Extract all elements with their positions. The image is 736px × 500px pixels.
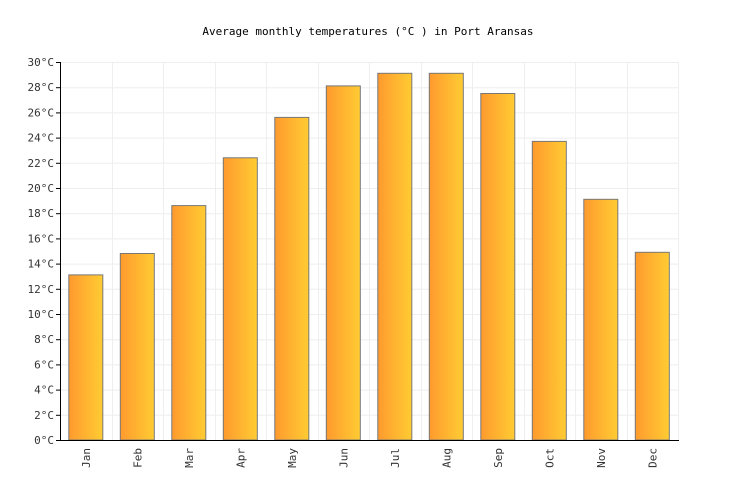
y-tick-label: 26°C: [28, 106, 55, 119]
y-tick-label: 18°C: [28, 207, 55, 220]
y-tick-label: 20°C: [28, 182, 55, 195]
axes: [60, 62, 679, 441]
bars: [68, 72, 670, 441]
y-tick-label: 6°C: [34, 358, 54, 371]
x-tick-label: Aug: [440, 448, 453, 468]
x-tick-label: Sep: [492, 448, 505, 468]
y-tick-label: 4°C: [34, 384, 54, 397]
y-tick-label: 30°C: [28, 56, 55, 69]
bar-mar: [171, 205, 207, 441]
y-tick-label: 8°C: [34, 333, 54, 346]
x-tick-label: Dec: [646, 448, 659, 468]
x-tick-label: Mar: [183, 448, 196, 468]
x-axis-tick-labels: Jan Feb Mar Apr May Jun Jul Aug Sep Oct Nov Dec: [80, 448, 660, 468]
x-tick-label: Apr: [234, 448, 247, 468]
bar-jan: [68, 274, 104, 441]
x-tick-label: Oct: [543, 448, 556, 468]
y-tick-label: 2°C: [34, 409, 54, 422]
chart-title: Average monthly temperatures (°C ) in Po…: [202, 25, 533, 38]
y-tick-label: 22°C: [28, 157, 55, 170]
y-tick-label: 10°C: [28, 308, 55, 321]
bar-aug: [428, 72, 464, 441]
x-tick-label: Jul: [389, 448, 402, 468]
bar-dec: [634, 251, 670, 441]
bar-jun: [325, 85, 361, 441]
bar-sep: [480, 93, 516, 441]
y-tick-label: 12°C: [28, 283, 55, 296]
x-tick-label: Feb: [131, 448, 144, 468]
bar-nov: [583, 198, 619, 441]
y-tick-label: 28°C: [28, 81, 55, 94]
x-tick-label: Nov: [595, 448, 608, 468]
y-tick-label: 0°C: [34, 434, 54, 447]
bar-may: [274, 116, 310, 441]
bar-feb: [119, 253, 155, 441]
y-axis-tick-labels: 0°C 2°C 4°C 6°C 8°C 10°C 12°C 14°C 16°C 18°C 20°C 2…: [28, 56, 55, 447]
y-tick-label: 24°C: [28, 132, 55, 145]
x-tick-label: Jun: [337, 448, 350, 468]
bar-oct: [531, 140, 567, 441]
y-tick-label: 16°C: [28, 232, 55, 245]
bar-jul: [377, 72, 413, 441]
y-tick-label: 14°C: [28, 258, 55, 271]
x-tick-label: May: [286, 448, 299, 468]
bar-apr: [222, 157, 258, 441]
grid-lines: [56, 62, 679, 441]
x-tick-label: Jan: [80, 448, 93, 468]
